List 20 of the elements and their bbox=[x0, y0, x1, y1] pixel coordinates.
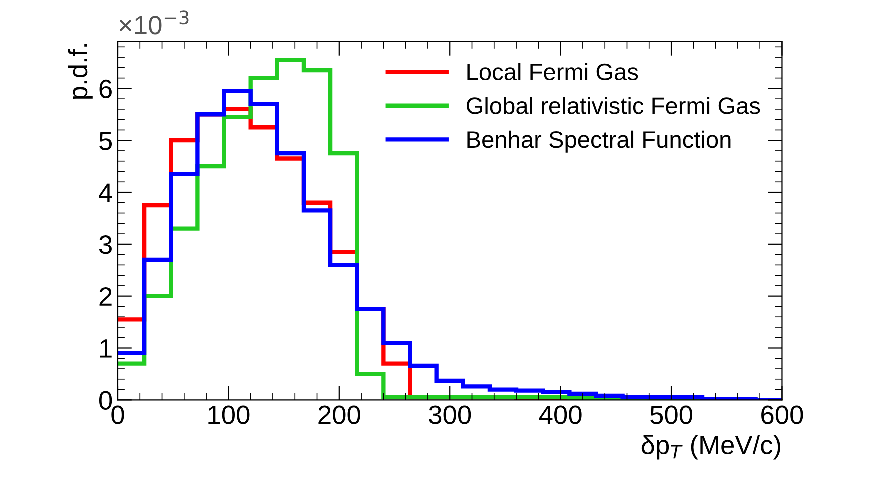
legend-label: Local Fermi Gas bbox=[468, 63, 638, 81]
y-axis-title: p.d.f. bbox=[68, 44, 93, 99]
text: ×10$^{−3}$ bbox=[120, 10, 189, 35]
x-tick-label: 400 bbox=[539, 406, 582, 424]
x-tick-label: 300 bbox=[429, 406, 472, 424]
x-tick-label: 0 bbox=[112, 406, 124, 424]
x-axis-title: δp$_{T}$ (MeV/c) bbox=[642, 435, 780, 460]
x-tick-label: 600 bbox=[762, 406, 804, 424]
y-tick-label: 5 bbox=[100, 132, 112, 150]
legend-label: Benhar Spectral Function bbox=[468, 130, 731, 153]
y-tick-label: 2 bbox=[100, 287, 112, 306]
y-tick-label: 6 bbox=[100, 80, 112, 99]
x-tick-label: 100 bbox=[208, 406, 250, 424]
y-tick-label: 4 bbox=[99, 184, 112, 202]
y-tick-label: 0 bbox=[99, 391, 112, 410]
y-tick-label: 3 bbox=[99, 236, 112, 254]
x-tick-label: 500 bbox=[650, 406, 693, 424]
y-tick-label: 1 bbox=[100, 340, 112, 358]
x-tick-label: 200 bbox=[318, 406, 360, 424]
legend-label: Global relativistic Fermi Gas bbox=[466, 97, 760, 114]
